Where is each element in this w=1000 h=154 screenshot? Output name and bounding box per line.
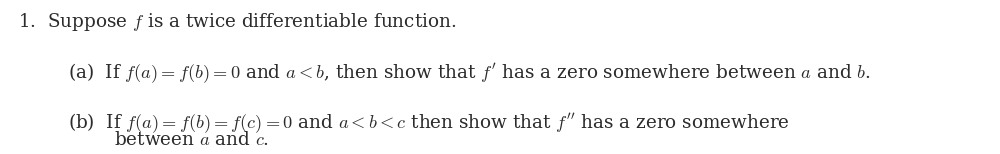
Text: 1.  Suppose $f$ is a twice differentiable function.: 1. Suppose $f$ is a twice differentiable… — [18, 11, 456, 33]
Text: between $a$ and $c$.: between $a$ and $c$. — [114, 131, 269, 149]
Text: (a)  If $f(a) = f(b) = 0$ and $a < b$, then show that $f'$ has a zero somewhere : (a) If $f(a) = f(b) = 0$ and $a < b$, th… — [68, 62, 871, 85]
Text: (b)  If $f(a) = f(b) = f(c) = 0$ and $a < b < c$ then show that $f''$ has a zero: (b) If $f(a) = f(b) = f(c) = 0$ and $a <… — [68, 111, 790, 135]
